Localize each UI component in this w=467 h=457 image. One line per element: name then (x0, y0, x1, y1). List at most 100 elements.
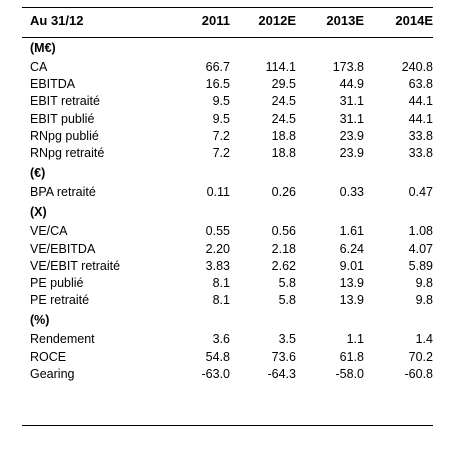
row-label: EBIT retraité (30, 94, 100, 109)
value-cell: 7.2 (212, 146, 230, 161)
value-cell: 3.6 (212, 332, 230, 347)
value-cell: 9.8 (415, 276, 433, 291)
value-cell: 7.2 (212, 128, 230, 143)
value-cell: 23.9 (339, 146, 364, 161)
empty-cell (230, 162, 296, 184)
value-cell: 1.61 (339, 224, 364, 239)
empty-cell (364, 162, 433, 184)
row-label: Rendement (30, 332, 95, 347)
value-cell: 3.5 (278, 332, 296, 347)
empty-cell (364, 309, 433, 331)
row-label: ROCE (30, 349, 67, 364)
section-unit-label: (%) (30, 313, 50, 328)
row-label: RNpg publié (30, 128, 99, 143)
row-label: VE/EBIT retraité (30, 258, 121, 273)
value-cell: 31.1 (339, 94, 364, 109)
table-row: EBIT publié 9.5 24.5 31.1 44.1 (22, 111, 433, 128)
value-cell: 173.8 (332, 60, 364, 74)
value-cell: 24.5 (271, 94, 296, 109)
bottom-rule (22, 425, 433, 426)
empty-cell (296, 162, 364, 184)
empty-cell (296, 201, 364, 223)
value-cell: 44.1 (408, 111, 433, 126)
value-cell: -58.0 (335, 366, 365, 381)
value-cell: 4.07 (408, 241, 433, 256)
value-cell: 0.11 (206, 185, 230, 200)
value-cell: 0.47 (408, 185, 433, 200)
top-rule (22, 7, 433, 8)
value-cell: 1.1 (346, 332, 364, 347)
value-cell: 9.5 (212, 94, 230, 109)
empty-cell (172, 37, 230, 59)
value-cell: 44.9 (339, 77, 364, 92)
section-unit-label: (€) (30, 166, 46, 181)
column-header-2012e: 2012E (258, 13, 296, 28)
value-cell: 70.2 (408, 349, 433, 364)
table-body: (M€) CA 66.7 114.1 173.8 240.8 EBITDA 16.5 29.5 4… (22, 37, 433, 383)
empty-cell (296, 309, 364, 331)
value-cell: 33.8 (408, 146, 433, 161)
value-cell: 5.89 (408, 258, 433, 273)
table-row: PE publié 8.1 5.8 13.9 9.8 (22, 275, 433, 292)
row-label: CA (30, 60, 48, 74)
value-cell: 63.8 (408, 77, 433, 92)
table-row: VE/CA 0.55 0.56 1.61 1.08 (22, 223, 433, 240)
value-cell: 0.56 (271, 224, 296, 239)
section-unit-row: (%) (22, 309, 433, 331)
column-header-2013e: 2013E (326, 13, 364, 28)
value-cell: 0.55 (205, 224, 230, 239)
column-header-2014e: 2014E (395, 13, 433, 28)
value-cell: 29.5 (271, 77, 296, 92)
value-cell: -60.8 (404, 366, 434, 381)
value-cell: 61.8 (339, 349, 364, 364)
value-cell: 18.8 (271, 128, 296, 143)
empty-cell (230, 201, 296, 223)
value-cell: 8.1 (212, 293, 230, 308)
value-cell: 8.1 (212, 276, 230, 291)
table-row: Gearing -63.0 -64.3 -58.0 -60.8 (22, 366, 433, 383)
row-label: BPA retraité (30, 185, 96, 200)
table-row: EBIT retraité 9.5 24.5 31.1 44.1 (22, 93, 433, 110)
value-cell: 114.1 (265, 60, 296, 74)
value-cell: 0.33 (339, 185, 364, 200)
empty-cell (230, 37, 296, 59)
value-cell: 18.8 (271, 146, 296, 161)
value-cell: 2.18 (271, 241, 296, 256)
value-cell: 13.9 (339, 293, 364, 308)
table-row: BPA retraité 0.11 0.26 0.33 0.47 (22, 184, 433, 201)
value-cell: 13.9 (339, 276, 364, 291)
row-label: PE publié (30, 276, 84, 291)
value-cell: 44.1 (408, 94, 433, 109)
value-cell: 2.20 (205, 241, 230, 256)
empty-cell (230, 309, 296, 331)
value-cell: 24.5 (271, 111, 296, 126)
corner-header: Au 31/12 (30, 13, 84, 28)
table-row: RNpg publié 7.2 18.8 23.9 33.8 (22, 128, 433, 145)
table-row: RNpg retraité 7.2 18.8 23.9 33.8 (22, 145, 433, 162)
section-unit-row: (M€) (22, 37, 433, 59)
empty-cell (364, 37, 433, 59)
financial-table-panel: Au 31/12 2011 2012E 2013E 2014E (M€) CA 66… (22, 0, 433, 457)
empty-cell (296, 37, 364, 59)
row-label: VE/CA (30, 224, 68, 239)
value-cell: 9.5 (212, 111, 230, 126)
empty-cell (364, 201, 433, 223)
row-label: PE retraité (30, 293, 90, 308)
table-row: VE/EBIT retraité 3.83 2.62 9.01 5.89 (22, 258, 433, 275)
header-rule (22, 37, 433, 38)
value-cell: 240.8 (401, 60, 433, 74)
row-label: Gearing (30, 366, 75, 381)
empty-cell (172, 201, 230, 223)
value-cell: 66.7 (205, 60, 230, 74)
value-cell: -64.3 (267, 366, 297, 381)
value-cell: 31.1 (339, 111, 364, 126)
value-cell: 23.9 (339, 128, 364, 143)
value-cell: 2.62 (271, 258, 296, 273)
section-unit-row: (X) (22, 201, 433, 223)
header-row: Au 31/12 2011 2012E 2013E 2014E (22, 13, 433, 37)
table-row: PE retraité 8.1 5.8 13.9 9.8 (22, 292, 433, 309)
table-row: Rendement 3.6 3.5 1.1 1.4 (22, 331, 433, 348)
value-cell: 33.8 (408, 128, 433, 143)
empty-cell (172, 162, 230, 184)
empty-cell (172, 309, 230, 331)
